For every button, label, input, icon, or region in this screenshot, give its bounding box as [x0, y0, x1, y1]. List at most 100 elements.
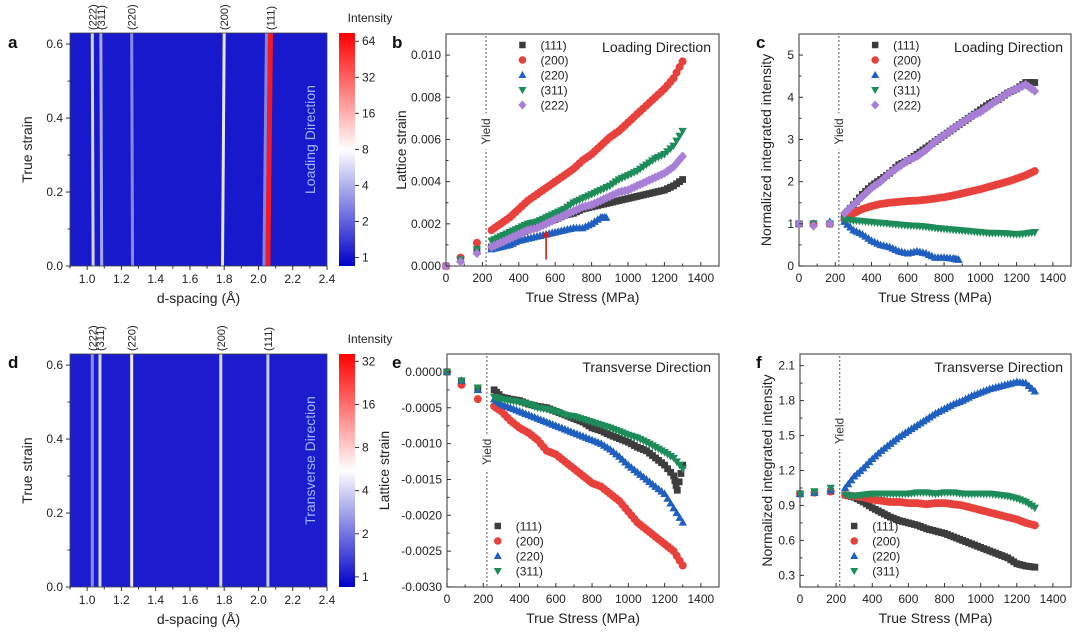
data-point [927, 139, 937, 150]
y-tick-label: 3 [787, 132, 794, 146]
scatter-panel-f: Yield 0 200 400 600 800 1000 1200 1400 0.3 0.6 0.9 1… [759, 353, 1072, 626]
panel-letter-c: c [756, 33, 765, 52]
x-tick-label: 0 [443, 271, 450, 285]
data-point [518, 56, 527, 64]
legend-label: (200) [516, 535, 544, 549]
data-point [678, 57, 687, 66]
data-point [933, 134, 943, 145]
colorbar-tick-label: 4 [362, 178, 369, 192]
series-311 [456, 127, 687, 265]
arrow-head [542, 230, 551, 238]
data-point [871, 70, 880, 79]
y-tick-label: 2 [787, 175, 794, 189]
peak-band-311 [98, 354, 102, 587]
x-tick-label: 1200 [1003, 592, 1030, 606]
colorbar-title: Intensity [348, 11, 393, 25]
y-tick-label: -0.0030 [401, 580, 442, 594]
data-point [1031, 563, 1039, 571]
data-point [679, 176, 686, 183]
data-point [672, 137, 681, 146]
x-tick-label: 1000 [967, 271, 994, 285]
y-tick-label: -0.0020 [401, 508, 442, 522]
data-point [846, 475, 856, 484]
y-axis-label: Lattice strain [376, 431, 392, 510]
x-axis-label: d-spacing (Å) [157, 611, 240, 627]
x-tick-label: 1200 [651, 592, 678, 606]
panel-letter-b: b [392, 33, 402, 52]
colorbar-title: Intensity [348, 332, 393, 346]
series-200 [442, 57, 687, 270]
data-point [671, 477, 679, 485]
x-tick-label: 200 [472, 271, 492, 285]
direction-annotation: Transverse Direction [302, 396, 318, 525]
x-tick-label: 1.6 [182, 272, 199, 286]
data-point [1027, 84, 1037, 94]
data-point [473, 384, 483, 393]
y-tick-label: 1.5 [778, 429, 795, 443]
y-tick-label: 0.6 [778, 533, 795, 547]
panel-title: Transverse Direction [934, 359, 1063, 375]
y-tick-label: 0.6 [46, 358, 63, 372]
y-tick-label: 0.010 [411, 48, 441, 62]
y-tick-label: 0.0 [46, 580, 63, 594]
legend-label: (222) [893, 99, 921, 113]
panel-letter-a: a [8, 33, 18, 52]
y-tick-label: 1.8 [778, 394, 795, 408]
plot-frame [799, 353, 1072, 588]
legend-label: (222) [540, 99, 568, 113]
data-point [675, 478, 683, 486]
y-tick-label: 0.002 [411, 217, 441, 231]
x-tick-label: 2.4 [319, 272, 336, 286]
data-point [1030, 521, 1039, 530]
data-point [472, 238, 481, 247]
data-point [1030, 386, 1040, 395]
series-311 [794, 216, 1039, 239]
legend: (111)(200)(220)(311)(222) [870, 39, 921, 113]
data-point [678, 561, 687, 570]
y-tick-label: 5 [787, 48, 794, 62]
heatmap-panel-a: (222)(311) (220) (200) (111) 1.0 1.2 1.4 1.6 1.8… [19, 4, 392, 306]
x-tick-label: 400 [862, 592, 882, 606]
y-axis-label: Normalized integrated intensity [759, 374, 775, 566]
y-tick-label: 0.004 [411, 175, 441, 189]
legend-label: (111) [893, 39, 919, 53]
x-tick-label: 0 [796, 271, 803, 285]
peak-band-222 [90, 354, 94, 587]
x-tick-label: 1.0 [79, 593, 96, 607]
legend-label: (111) [516, 520, 542, 534]
x-tick-label: 1000 [615, 592, 642, 606]
data-point [871, 86, 880, 95]
data-point [669, 503, 678, 512]
x-axis-label: True Stress (MPa) [878, 289, 992, 305]
series-220 [794, 217, 963, 263]
panel-letter-f: f [756, 353, 762, 372]
yield-label-bg [480, 113, 493, 150]
x-tick-label: 600 [546, 592, 566, 606]
y-tick-label: 0.0000 [405, 365, 442, 379]
x-tick-label: 200 [825, 271, 845, 285]
legend-label: (111) [540, 39, 566, 53]
x-tick-label: 1.2 [113, 272, 130, 286]
x-tick-label: 1000 [967, 592, 994, 606]
data-point [894, 162, 904, 172]
data-point [472, 248, 482, 259]
x-tick-label: 600 [898, 271, 918, 285]
data-point [879, 174, 889, 184]
data-point [809, 221, 818, 231]
colorbar-tick-label: 4 [362, 484, 369, 498]
data-point [810, 488, 819, 496]
x-tick-label: 2.2 [284, 272, 301, 286]
yield-label: Yield [832, 118, 846, 144]
panel-title: Transverse Direction [582, 359, 711, 375]
data-point [518, 100, 527, 110]
data-point [870, 100, 880, 110]
y-axis-label: Normalized integrated intensity [758, 54, 774, 246]
x-tick-label: 1.2 [113, 593, 130, 607]
x-tick-label: 600 [545, 271, 565, 285]
yield-label-bg [832, 113, 845, 150]
peak-band-220 [130, 354, 134, 587]
yield-label: Yield [480, 439, 494, 465]
peak-band-222 [90, 33, 95, 266]
data-point [678, 127, 687, 136]
x-tick-label: 800 [934, 271, 954, 285]
